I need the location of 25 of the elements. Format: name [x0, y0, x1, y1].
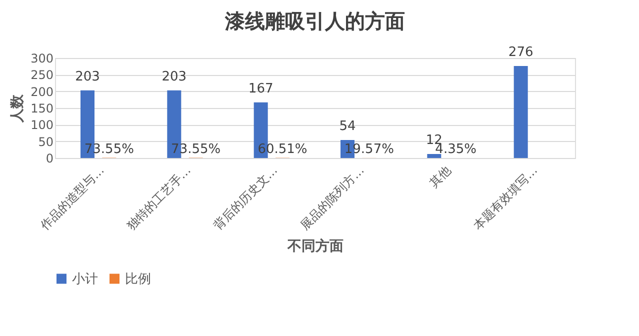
x-tick-label: 本题有效填写…	[470, 163, 540, 232]
x-axis-title: 不同方面	[286, 238, 344, 255]
y-tick-label: 50	[38, 134, 54, 149]
legend-label: 小计	[72, 272, 98, 287]
y-tick-label: 0	[46, 152, 54, 166]
y-tick-label: 200	[30, 84, 54, 99]
legend-label: 比例	[125, 272, 151, 287]
y-tick-label: 150	[30, 102, 54, 116]
y-axis-title: 人数	[10, 94, 26, 124]
x-tick-label: 其他	[426, 163, 454, 190]
x-tick-label: 作品的造型与…	[36, 163, 107, 234]
data-label: 167	[248, 81, 274, 96]
y-tick-label: 300	[30, 52, 54, 66]
y-tick-label: 100	[30, 118, 54, 132]
data-label: 203	[162, 69, 187, 84]
y-tick-label: 250	[30, 68, 54, 82]
data-label: 54	[339, 119, 356, 134]
data-label: 276	[508, 45, 534, 60]
bar	[514, 66, 528, 158]
x-tick-label: 展品的陈列方…	[298, 163, 367, 232]
chart-title: 漆线雕吸引人的方面	[224, 9, 405, 33]
x-tick-label: 背后的历史文…	[210, 163, 280, 232]
bar	[427, 154, 442, 158]
x-tick-label: 独特的工艺手…	[124, 163, 194, 232]
data-label: 203	[75, 69, 100, 84]
